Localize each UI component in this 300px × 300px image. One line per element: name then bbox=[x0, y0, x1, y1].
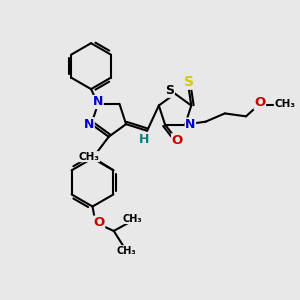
Text: H: H bbox=[139, 133, 149, 146]
Text: N: N bbox=[185, 118, 196, 131]
Text: CH₃: CH₃ bbox=[122, 214, 142, 224]
Text: N: N bbox=[84, 118, 94, 131]
Text: CH₃: CH₃ bbox=[274, 99, 296, 109]
Text: O: O bbox=[254, 96, 266, 109]
Text: S: S bbox=[165, 84, 174, 97]
Text: O: O bbox=[172, 134, 183, 147]
Text: S: S bbox=[184, 75, 194, 89]
Text: CH₃: CH₃ bbox=[79, 152, 100, 162]
Text: N: N bbox=[93, 95, 103, 109]
Text: O: O bbox=[93, 216, 105, 229]
Text: CH₃: CH₃ bbox=[117, 246, 136, 256]
